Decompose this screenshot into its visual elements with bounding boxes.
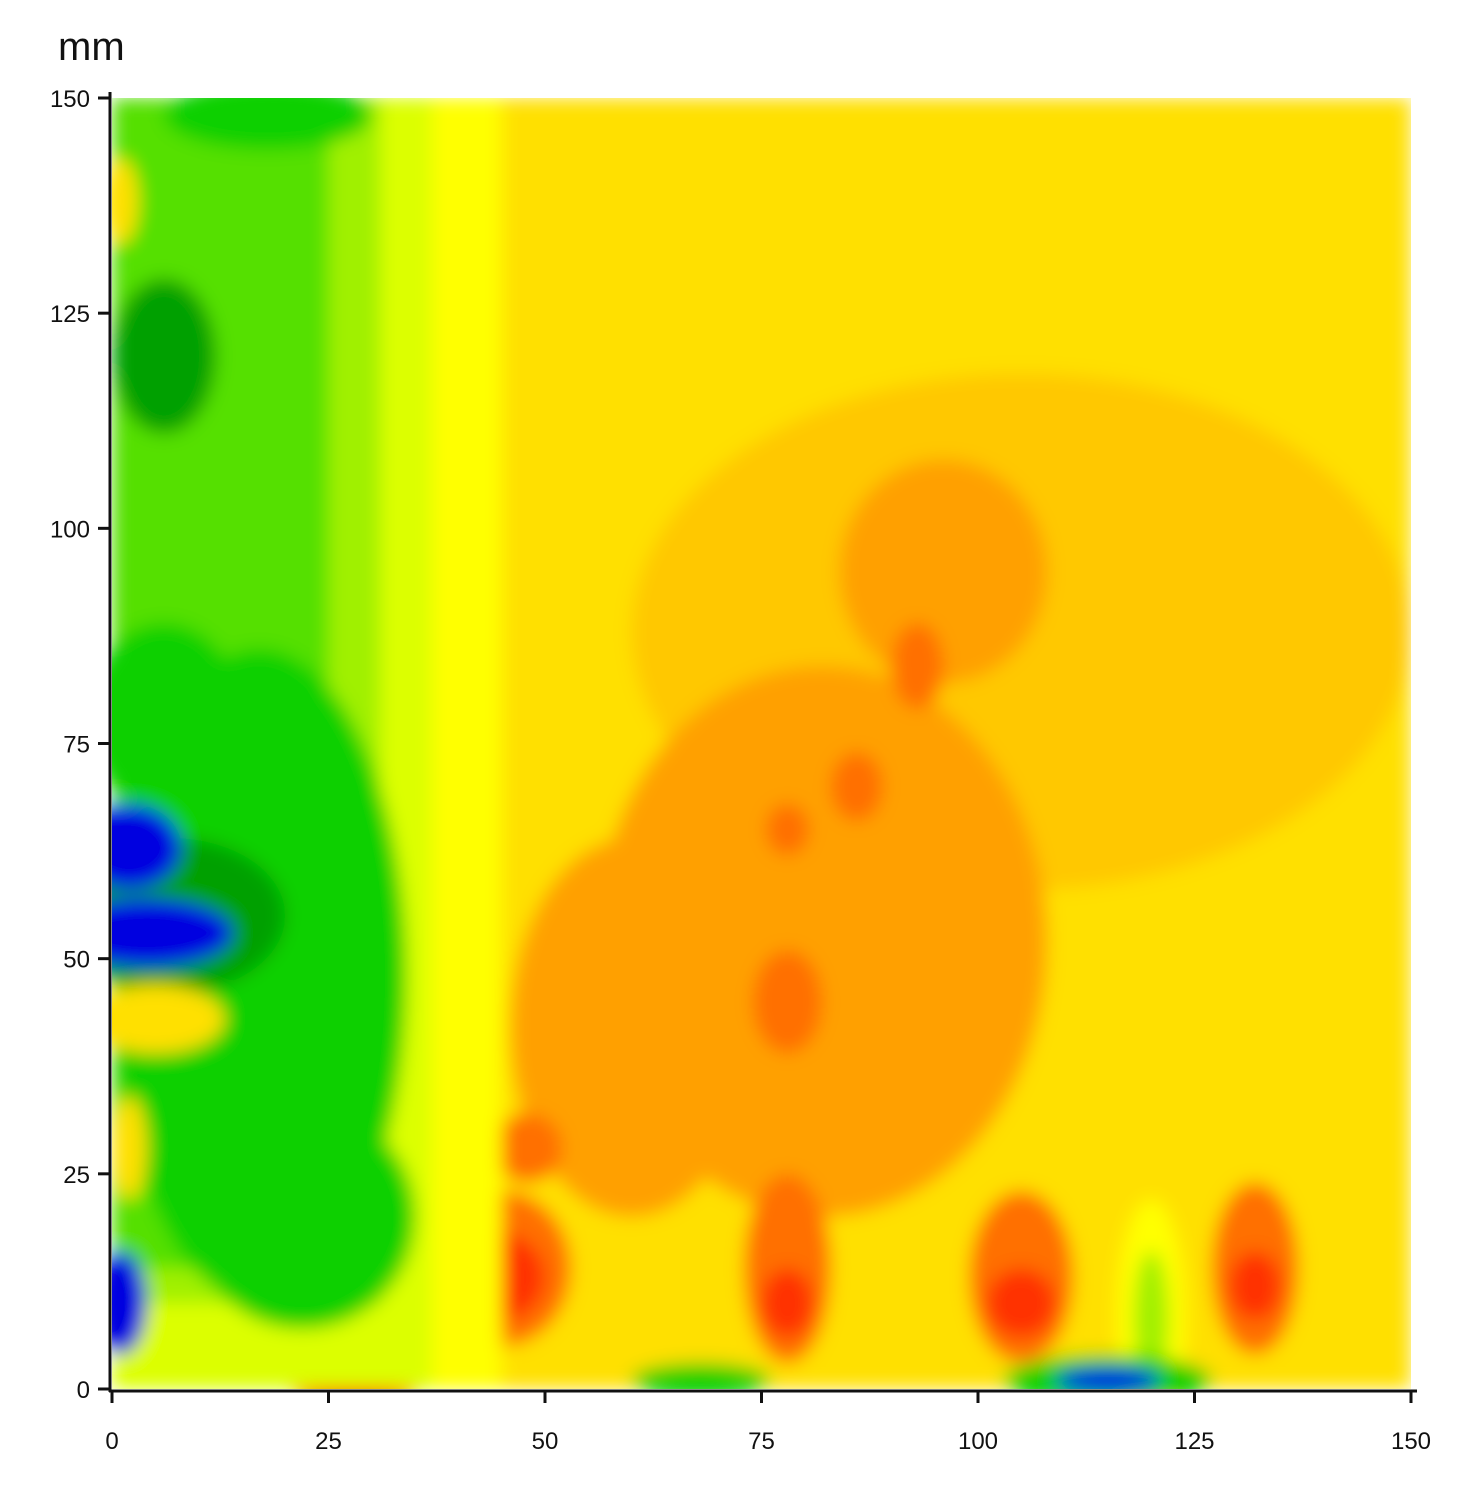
heatmap-region <box>189 1104 416 1329</box>
x-tick-label: 0 <box>105 1428 118 1455</box>
x-tick-label: 100 <box>958 1428 998 1455</box>
y-tick-label: 125 <box>50 301 90 328</box>
x-tick-label: 75 <box>748 1428 775 1455</box>
heatmap-region <box>493 1113 563 1183</box>
x-tick-label: 50 <box>532 1428 559 1455</box>
y-tick-label: 0 <box>77 1377 90 1404</box>
x-tick-label: 25 <box>315 1428 342 1455</box>
heatmap-region <box>112 278 216 434</box>
heatmap-region <box>112 984 225 1054</box>
heatmap-field <box>112 98 1411 1389</box>
heatmap-region <box>631 1363 771 1389</box>
heatmap-region <box>1133 1251 1169 1389</box>
heatmap-region <box>761 1268 814 1338</box>
axes: 0 25 50 75 100 125 150 0 25 50 75 100 125 150 <box>50 86 1431 1455</box>
heatmap-region <box>112 1251 147 1355</box>
y-tick-label: 25 <box>63 1162 90 1189</box>
heatmap-region <box>839 459 1048 684</box>
y-tick-label: 75 <box>63 732 90 759</box>
x-tick-label: 150 <box>1391 1428 1431 1455</box>
heatmap-region <box>1055 1367 1160 1389</box>
y-tick-label: 100 <box>50 516 90 543</box>
heatmap-region <box>112 158 138 245</box>
heatmap-region <box>112 803 182 890</box>
heatmap-region <box>510 838 753 1217</box>
heatmap-region <box>752 950 823 1054</box>
y-tick-label: 150 <box>50 86 90 113</box>
unit-label: mm <box>58 25 125 69</box>
y-tick-label: 50 <box>63 947 90 974</box>
x-tick-label: 125 <box>1174 1428 1214 1455</box>
heatmap-region <box>112 1096 147 1200</box>
heatmap-region <box>891 623 944 710</box>
heatmap-region <box>765 803 810 856</box>
heatmap-region <box>112 898 234 968</box>
heatmap-region <box>112 623 242 813</box>
heatmap-region <box>830 752 883 821</box>
heatmap-region <box>163 98 372 150</box>
heatmap-region <box>986 1268 1056 1338</box>
heatmap-region <box>1229 1251 1282 1321</box>
